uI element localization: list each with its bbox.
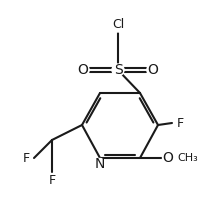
Circle shape bbox=[47, 175, 57, 185]
Text: CH₃: CH₃ bbox=[177, 153, 198, 163]
Text: F: F bbox=[22, 152, 30, 165]
Circle shape bbox=[111, 18, 125, 32]
Text: S: S bbox=[114, 63, 122, 77]
Circle shape bbox=[147, 64, 159, 76]
Text: O: O bbox=[163, 151, 174, 165]
Circle shape bbox=[94, 158, 106, 170]
Text: Cl: Cl bbox=[112, 19, 124, 31]
Text: O: O bbox=[78, 63, 89, 77]
Text: F: F bbox=[48, 174, 56, 187]
Circle shape bbox=[162, 153, 174, 164]
Text: F: F bbox=[176, 116, 184, 129]
Circle shape bbox=[112, 64, 124, 76]
Text: N: N bbox=[95, 157, 105, 171]
Text: O: O bbox=[148, 63, 158, 77]
Circle shape bbox=[21, 153, 31, 163]
Circle shape bbox=[77, 64, 89, 76]
Circle shape bbox=[175, 118, 185, 128]
